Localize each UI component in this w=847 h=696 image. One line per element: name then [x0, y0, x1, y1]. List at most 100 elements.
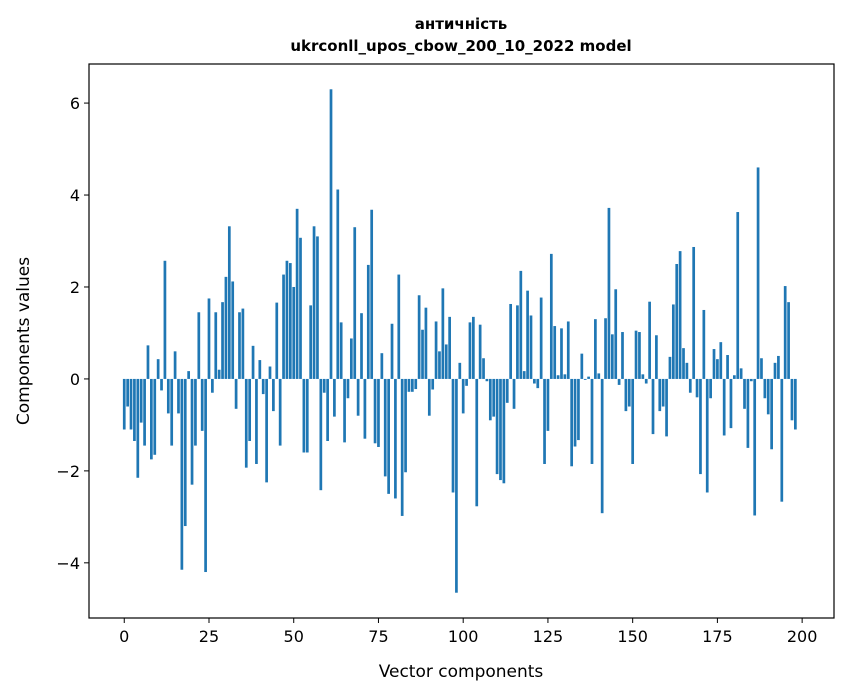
bar: [153, 378, 157, 455]
bar: [397, 274, 401, 379]
bar: [739, 368, 743, 379]
bar: [502, 378, 506, 484]
bar: [627, 378, 631, 407]
bar: [461, 378, 465, 414]
bar: [224, 276, 228, 379]
bar: [644, 378, 648, 384]
bar: [600, 378, 604, 514]
bar: [505, 378, 509, 403]
bar: [668, 356, 672, 379]
bar: [329, 89, 333, 379]
bar: [610, 334, 614, 379]
bar: [749, 378, 753, 382]
bar: [285, 260, 289, 379]
bar: [692, 246, 696, 379]
bar: [509, 303, 513, 379]
plot-frame: [88, 63, 835, 619]
bar: [238, 312, 241, 379]
bar: [272, 378, 275, 412]
bar: [756, 167, 760, 379]
x-tick-label: 100: [448, 627, 479, 646]
bar: [278, 378, 282, 446]
bar: [197, 312, 201, 379]
bar: [516, 305, 519, 379]
bar: [526, 290, 529, 379]
bar: [465, 378, 468, 386]
bar: [173, 351, 177, 379]
bar: [631, 378, 635, 464]
bar: [302, 378, 306, 453]
bar: [472, 316, 475, 379]
bar: [614, 289, 618, 379]
bar: [414, 378, 418, 390]
bar: [726, 355, 729, 379]
bar: [651, 378, 655, 435]
bar: [794, 378, 797, 430]
bar: [563, 374, 567, 379]
bar: [699, 378, 702, 475]
bar: [417, 295, 421, 379]
bar: [543, 378, 546, 464]
chart-title: античність: [415, 15, 508, 33]
bar: [529, 315, 533, 379]
bar: [722, 378, 726, 436]
bar: [441, 288, 445, 379]
bar: [258, 360, 262, 379]
bar: [570, 378, 574, 467]
bar: [665, 378, 668, 437]
bar: [207, 298, 211, 379]
x-tick-label: 175: [702, 627, 733, 646]
bar: [573, 378, 577, 447]
bar: [427, 378, 431, 416]
y-tick-label: 2: [70, 278, 80, 297]
bar: [234, 378, 238, 409]
bar: [444, 344, 448, 379]
bar: [458, 362, 462, 379]
x-tick-label: 50: [284, 627, 304, 646]
bar: [424, 307, 428, 379]
bar: [597, 373, 601, 379]
bar: [594, 319, 597, 379]
x-tick-label: 0: [119, 627, 129, 646]
bar: [780, 378, 784, 502]
bar: [410, 378, 414, 392]
x-tick-label: 150: [617, 627, 648, 646]
bar: [675, 263, 679, 379]
bar: [322, 378, 326, 393]
bar: [129, 378, 133, 430]
bar: [787, 302, 790, 379]
bar: [475, 378, 479, 507]
bar: [587, 376, 590, 379]
bar: [495, 378, 499, 475]
x-tick-label: 125: [533, 627, 564, 646]
bar: [488, 378, 492, 421]
bar: [407, 378, 411, 392]
bar: [356, 378, 360, 416]
bar: [678, 251, 682, 379]
bar: [211, 378, 214, 393]
bar: [404, 378, 407, 473]
bar: [163, 260, 167, 379]
y-axis-ticks: −4 −2 0 2 4 6: [56, 94, 89, 573]
bar: [295, 208, 299, 379]
bar: [512, 378, 516, 409]
bar: [251, 345, 255, 379]
y-tick-label: 0: [70, 370, 80, 389]
bar: [292, 286, 296, 379]
bar: [533, 378, 536, 384]
bar: [655, 335, 658, 379]
bar: [760, 358, 763, 379]
bar: [583, 378, 587, 380]
bar: [451, 378, 455, 493]
bar: [187, 371, 191, 379]
bar: [729, 378, 733, 429]
x-tick-label: 25: [199, 627, 219, 646]
bar: [560, 328, 563, 379]
bar: [177, 378, 180, 414]
bar: [661, 378, 665, 407]
bar: [122, 378, 126, 430]
bar: [380, 353, 384, 379]
bar: [732, 375, 736, 379]
bar: [282, 274, 285, 379]
